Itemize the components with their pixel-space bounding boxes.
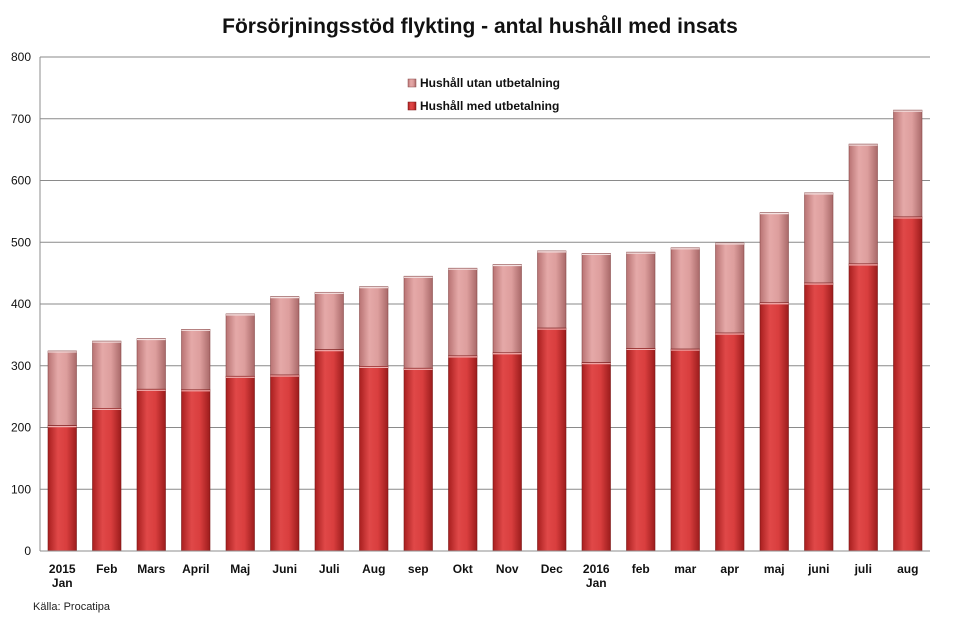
y-tick-label: 500 xyxy=(11,235,31,249)
bars xyxy=(47,109,923,552)
bar-med-utbetalning xyxy=(403,367,433,552)
bar-med-utbetalning xyxy=(225,375,255,552)
bar-utan-utbetalning xyxy=(848,143,878,265)
x-tick-label: sep xyxy=(408,562,429,576)
y-tick-label: 800 xyxy=(11,50,31,64)
y-tick-label: 400 xyxy=(11,297,31,311)
x-tick-label: 2016 Jan xyxy=(583,562,610,590)
bar-utan-utbetalning xyxy=(181,329,211,391)
bar-utan-utbetalning xyxy=(314,291,344,350)
x-tick-label: apr xyxy=(720,562,739,576)
x-tick-label: Dec xyxy=(541,562,563,576)
bar-utan-utbetalning xyxy=(225,313,255,377)
bar-med-utbetalning xyxy=(448,355,478,552)
bar-med-utbetalning xyxy=(181,389,211,552)
x-tick-label: Maj xyxy=(230,562,250,576)
bar-med-utbetalning xyxy=(136,388,166,552)
bar-utan-utbetalning xyxy=(403,275,433,369)
x-tick-label: juli xyxy=(854,562,872,576)
bar-med-utbetalning xyxy=(804,282,834,552)
bar-med-utbetalning xyxy=(670,348,700,552)
gridlines xyxy=(40,56,930,490)
x-tick-label: maj xyxy=(764,562,785,576)
bar-utan-utbetalning xyxy=(537,250,567,329)
y-tick-label: 200 xyxy=(11,421,31,435)
bar-utan-utbetalning xyxy=(47,350,77,426)
x-tick-label: aug xyxy=(897,562,918,576)
y-tick-label: 100 xyxy=(11,482,31,496)
source-note: Källa: Procatipa xyxy=(33,601,111,613)
legend-label-med: Hushåll med utbetalning xyxy=(420,99,559,113)
x-axis-ticks: 2015 Jan Feb Mars April Maj Juni Juli Aug sep Okt N… xyxy=(49,562,919,590)
bar-med-utbetalning xyxy=(581,362,611,552)
bar-med-utbetalning xyxy=(848,263,878,552)
bar-utan-utbetalning xyxy=(270,296,300,376)
bar-utan-utbetalning xyxy=(92,340,122,409)
bar-med-utbetalning xyxy=(715,332,745,552)
y-tick-label: 300 xyxy=(11,359,31,373)
x-tick-label: Aug xyxy=(362,562,385,576)
x-tick-label: 2015 Jan xyxy=(49,562,76,590)
bar-med-utbetalning xyxy=(314,349,344,552)
bar-utan-utbetalning xyxy=(581,253,611,363)
bar-utan-utbetalning xyxy=(715,242,745,334)
bar-utan-utbetalning xyxy=(136,338,166,390)
bar-utan-utbetalning xyxy=(359,286,389,367)
bar-med-utbetalning xyxy=(537,327,567,552)
y-tick-label: 700 xyxy=(11,112,31,126)
x-tick-label: Okt xyxy=(453,562,473,576)
legend-swatch-utan xyxy=(407,78,417,88)
bar-med-utbetalning xyxy=(626,348,656,552)
x-tick-label: mar xyxy=(674,562,696,576)
x-tick-label: Juni xyxy=(272,562,297,576)
x-tick-label: Juli xyxy=(319,562,340,576)
x-tick-label: juni xyxy=(807,562,829,576)
bar-med-utbetalning xyxy=(47,425,77,552)
legend-swatch-med xyxy=(407,101,417,111)
bar-med-utbetalning xyxy=(893,216,923,552)
chart-title: Försörjningsstöd flykting - antal hushål… xyxy=(222,15,738,38)
y-axis-ticks: 0 100 200 300 400 500 600 700 800 xyxy=(11,50,31,558)
x-tick-label: Feb xyxy=(96,562,117,576)
bar-utan-utbetalning xyxy=(759,212,789,304)
x-tick-label: April xyxy=(182,562,209,576)
bar-utan-utbetalning xyxy=(804,192,834,284)
bar-med-utbetalning xyxy=(270,374,300,552)
x-tick-label: feb xyxy=(632,562,650,576)
bar-utan-utbetalning xyxy=(626,251,656,349)
bar-med-utbetalning xyxy=(92,408,122,552)
bar-utan-utbetalning xyxy=(448,267,478,357)
bar-med-utbetalning xyxy=(759,302,789,552)
legend-label-utan: Hushåll utan utbetalning xyxy=(420,76,560,90)
bar-utan-utbetalning xyxy=(893,109,923,218)
legend: Hushåll utan utbetalning Hushåll med utb… xyxy=(407,76,560,113)
x-tick-label: Mars xyxy=(137,562,165,576)
bar-med-utbetalning xyxy=(359,366,389,552)
bar-utan-utbetalning xyxy=(492,264,522,354)
bar-med-utbetalning xyxy=(492,352,522,552)
x-tick-label: Nov xyxy=(496,562,519,576)
y-tick-label: 600 xyxy=(11,174,31,188)
bar-utan-utbetalning xyxy=(670,247,700,350)
y-tick-label: 0 xyxy=(24,544,31,558)
